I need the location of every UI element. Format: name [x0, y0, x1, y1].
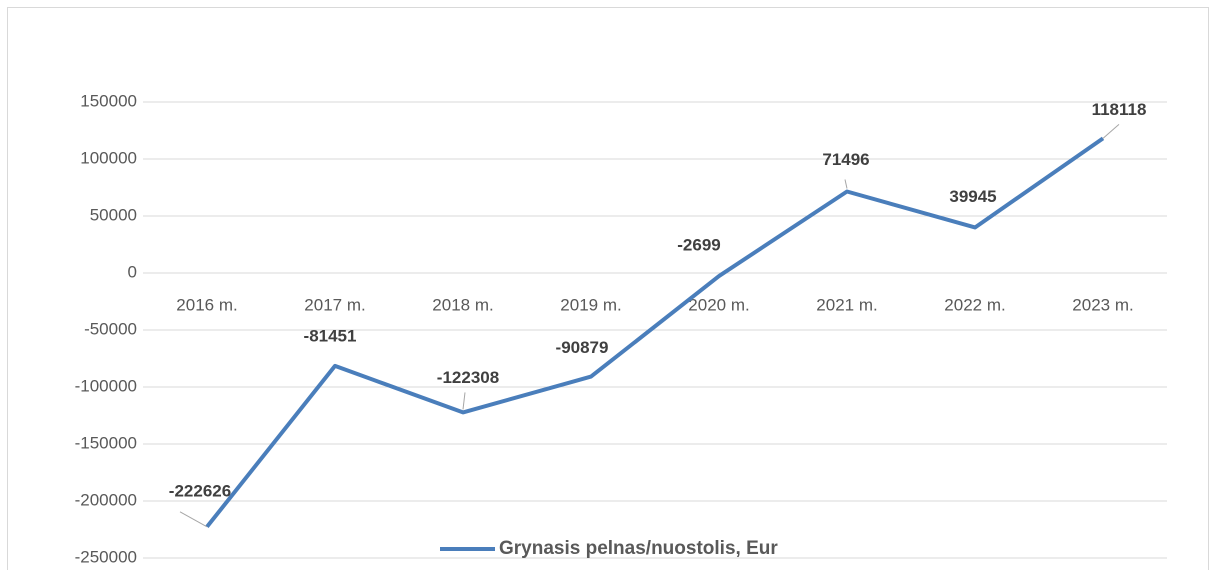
leader-line	[462, 392, 466, 410]
y-tick-label: -50000	[84, 319, 137, 338]
x-tick-label: 2018 m.	[432, 295, 493, 314]
x-tick-label: 2019 m.	[560, 295, 621, 314]
data-label: -222626	[169, 481, 231, 500]
data-label: -81451	[304, 326, 357, 345]
data-label: 118118	[1092, 100, 1147, 119]
y-tick-label: 50000	[90, 205, 137, 224]
legend-label: Grynasis pelnas/nuostolis, Eur	[499, 538, 778, 559]
leader-line	[1102, 123, 1120, 139]
y-tick-label: -250000	[75, 547, 137, 566]
y-tick-label: 100000	[80, 148, 137, 167]
x-tick-label: 2017 m.	[304, 295, 365, 314]
x-tick-label: 2023 m.	[1072, 295, 1133, 314]
leader-line	[179, 511, 208, 528]
y-tick-label: -150000	[75, 433, 137, 452]
y-tick-label: 150000	[80, 91, 137, 110]
data-label: 71496	[822, 150, 869, 169]
y-tick-label: 0	[128, 262, 137, 281]
data-label: -90879	[556, 338, 609, 357]
y-tick-label: -100000	[75, 376, 137, 395]
x-tick-label: 2022 m.	[944, 295, 1005, 314]
chart-border	[7, 7, 1209, 570]
leader-line	[844, 179, 848, 189]
x-tick-label: 2020 m.	[688, 295, 749, 314]
y-tick-label: -200000	[75, 490, 137, 509]
x-tick-label: 2016 m.	[176, 295, 237, 314]
data-label: -122308	[437, 368, 499, 387]
data-label: -2699	[677, 236, 720, 255]
x-tick-label: 2021 m.	[816, 295, 877, 314]
data-label: 39945	[949, 187, 996, 206]
series-line	[205, 136, 1105, 529]
